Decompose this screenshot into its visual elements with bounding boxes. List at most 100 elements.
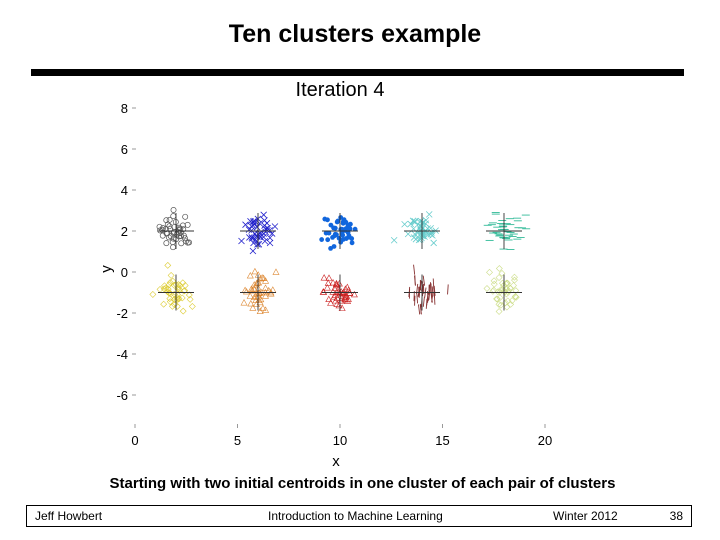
data-point [333, 281, 341, 289]
data-point [255, 292, 263, 300]
y-tick-label: 8 [121, 101, 128, 116]
data-point [164, 261, 172, 269]
data-point [165, 234, 172, 241]
data-point [401, 220, 408, 228]
data-point [430, 292, 433, 303]
footer-term: Winter 2012 [553, 509, 618, 523]
data-point [173, 302, 181, 310]
data-point [166, 298, 174, 306]
data-point [342, 293, 350, 300]
data-point [504, 279, 511, 287]
data-point [163, 217, 170, 224]
data-point [489, 287, 497, 295]
cluster-1 [156, 207, 193, 251]
data-point [159, 226, 166, 233]
data-point [169, 239, 176, 246]
centroid-marker [158, 213, 194, 249]
data-point [179, 222, 186, 229]
data-point [332, 231, 338, 237]
data-point [159, 232, 166, 239]
data-point [257, 275, 265, 282]
data-point [253, 223, 261, 231]
data-point [495, 274, 503, 281]
data-point [165, 281, 173, 289]
data-point [245, 226, 253, 233]
data-point [264, 224, 271, 232]
data-point [346, 289, 354, 297]
data-point [349, 240, 355, 246]
data-point [250, 239, 257, 247]
data-point [240, 299, 248, 306]
cluster-9 [408, 264, 449, 315]
data-point [268, 230, 276, 237]
data-point [179, 279, 187, 287]
data-point [262, 306, 270, 313]
data-point [407, 220, 414, 228]
data-point [508, 297, 516, 305]
data-point [495, 300, 503, 308]
data-point [181, 235, 188, 242]
data-point [512, 287, 520, 295]
data-point [247, 299, 255, 307]
data-point [498, 269, 506, 277]
data-point [427, 224, 434, 232]
data-point [171, 223, 178, 230]
cluster-5 [483, 212, 531, 250]
data-point [262, 284, 270, 291]
centroid-marker [322, 213, 358, 249]
data-point [170, 207, 177, 213]
data-point [342, 292, 350, 299]
data-point [319, 237, 325, 242]
data-point [427, 292, 429, 303]
data-point [149, 290, 157, 298]
data-point [425, 298, 428, 309]
data-point [319, 288, 327, 295]
data-point [246, 271, 254, 279]
data-point [352, 226, 358, 232]
data-point [324, 279, 332, 286]
slide-caption: Starting with two initial centroids in o… [109, 475, 616, 492]
data-point [256, 298, 264, 306]
data-point [251, 217, 258, 225]
data-point [325, 295, 333, 303]
data-point [430, 239, 437, 247]
data-point [346, 223, 351, 229]
data-point [166, 295, 174, 303]
data-point [176, 227, 183, 234]
data-point [418, 304, 421, 315]
data-point [433, 285, 436, 296]
data-point [504, 297, 512, 305]
data-point [160, 300, 168, 308]
data-point [254, 241, 261, 248]
x-tick-label: 5 [234, 433, 241, 448]
data-point [432, 278, 435, 289]
data-point [168, 302, 176, 310]
data-point [340, 232, 346, 238]
data-point [164, 221, 171, 228]
data-point [262, 292, 270, 299]
data-point [266, 239, 274, 247]
y-tick-label: -2 [116, 306, 128, 321]
data-point [493, 295, 501, 303]
data-point [338, 239, 344, 245]
data-point [343, 283, 351, 291]
data-point [419, 218, 427, 226]
footer-course: Introduction to Machine Learning [268, 509, 443, 523]
data-point [422, 296, 425, 307]
y-tick-label: -4 [116, 347, 128, 362]
data-point [497, 301, 505, 309]
cluster-6 [149, 261, 196, 315]
data-point [333, 300, 341, 307]
x-tick-label: 20 [538, 433, 552, 448]
data-point [493, 295, 500, 303]
data-point [255, 241, 263, 248]
x-tick-label: 0 [131, 433, 138, 448]
cluster-7 [240, 267, 280, 314]
centroid-marker [322, 274, 358, 311]
data-point [409, 217, 417, 225]
data-point [329, 278, 337, 286]
data-point [325, 274, 333, 281]
y-axis-label: y [98, 265, 115, 273]
data-point [272, 268, 280, 275]
data-point [162, 284, 170, 292]
